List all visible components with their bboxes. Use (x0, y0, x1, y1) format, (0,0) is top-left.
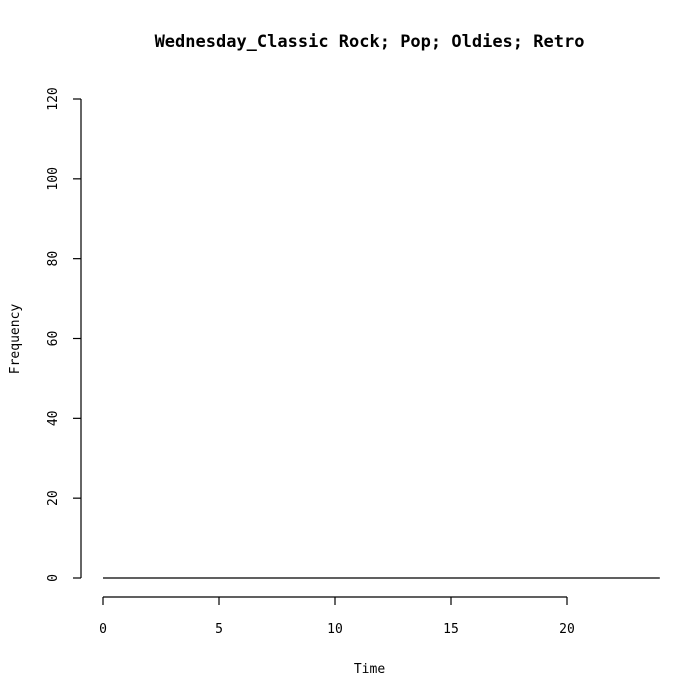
x-tick-label: 5 (215, 622, 223, 637)
y-axis: 0 20 40 60 80 100 120 (46, 87, 82, 582)
x-axis-label: Time (354, 662, 385, 677)
x-tick-label: 20 (559, 622, 575, 637)
y-axis-label: Frequency (8, 304, 23, 375)
x-tick-label: 10 (327, 622, 343, 637)
x-tick-label: 0 (99, 622, 107, 637)
y-tick-label: 0 (46, 574, 61, 582)
y-tick-label: 80 (46, 251, 61, 267)
y-tick-label: 40 (46, 411, 61, 427)
y-tick-label: 20 (46, 490, 61, 506)
y-tick-label: 100 (46, 167, 61, 190)
y-tick-label: 60 (46, 331, 61, 347)
y-tick-label: 120 (46, 87, 61, 110)
x-axis: 0 5 10 15 20 (99, 596, 575, 637)
chart-title: Wednesday_Classic Rock; Pop; Oldies; Ret… (155, 32, 585, 52)
x-tick-label: 15 (443, 622, 459, 637)
